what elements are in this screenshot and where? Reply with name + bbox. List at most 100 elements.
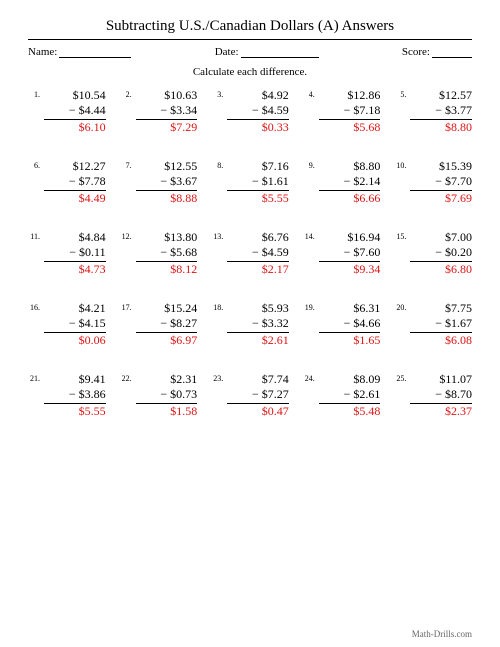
answer: $0.33	[227, 120, 289, 135]
answer: $2.61	[227, 333, 289, 348]
date-label: Date:	[215, 46, 239, 58]
problem-number: 19.	[303, 301, 315, 312]
minuend: $5.93	[227, 301, 289, 316]
answer: $4.49	[44, 191, 106, 206]
minuend: $4.84	[44, 230, 106, 245]
minuend: $12.55	[136, 159, 198, 174]
subtrahend: − $7.78	[44, 174, 106, 191]
problem-number: 8.	[211, 159, 223, 170]
answer: $5.55	[44, 404, 106, 419]
problem-number: 23.	[211, 372, 223, 383]
problem-stack: $6.76− $4.59$2.17	[227, 230, 289, 277]
problem: 20. $7.75− $1.67$6.08	[394, 301, 472, 348]
problem-stack: $15.39− $7.70$7.69	[410, 159, 472, 206]
problem-stack: $7.75− $1.67$6.08	[410, 301, 472, 348]
problem: 18. $5.93− $3.32$2.61	[211, 301, 289, 348]
problem: 13. $6.76− $4.59$2.17	[211, 230, 289, 277]
date-underline[interactable]	[241, 47, 319, 58]
title-rule	[28, 39, 472, 40]
problem-stack: $8.09− $2.61$5.48	[319, 372, 381, 419]
minuend: $9.41	[44, 372, 106, 387]
name-label: Name:	[28, 46, 57, 58]
minuend: $12.86	[319, 88, 381, 103]
answer: $5.55	[227, 191, 289, 206]
answer: $5.48	[319, 404, 381, 419]
problem-number: 5.	[394, 88, 406, 99]
date-field: Date:	[215, 46, 319, 58]
problem: 1.$10.54− $4.44$6.10	[28, 88, 106, 135]
answer: $6.66	[319, 191, 381, 206]
minuend: $7.00	[410, 230, 472, 245]
problem: 25.$11.07− $8.70$2.37	[394, 372, 472, 419]
subtrahend: − $4.44	[44, 103, 106, 120]
subtrahend: − $3.67	[136, 174, 198, 191]
subtrahend: − $2.61	[319, 387, 381, 404]
answer: $8.88	[136, 191, 198, 206]
problem: 7. $12.55− $3.67$8.88	[120, 159, 198, 206]
problem-number: 13.	[211, 230, 223, 241]
minuend: $10.54	[44, 88, 106, 103]
subtrahend: − $8.27	[136, 316, 198, 333]
problem-number: 12.	[120, 230, 132, 241]
subtrahend: − $8.70	[410, 387, 472, 404]
problem-stack: $12.57− $3.77$8.80	[410, 88, 472, 135]
problem: 17.$15.24− $8.27$6.97	[120, 301, 198, 348]
answer: $0.06	[44, 333, 106, 348]
answer: $7.69	[410, 191, 472, 206]
instruction: Calculate each difference.	[28, 66, 472, 78]
problem: 6.$12.27− $7.78$4.49	[28, 159, 106, 206]
subtrahend: − $3.32	[227, 316, 289, 333]
score-field: Score:	[402, 46, 472, 58]
problem-stack: $2.31− $0.73$1.58	[136, 372, 198, 419]
problem-stack: $9.41− $3.86$5.55	[44, 372, 106, 419]
meta-row: Name: Date: Score:	[28, 46, 472, 58]
answer: $9.34	[319, 262, 381, 277]
answer: $6.80	[410, 262, 472, 277]
problem-number: 20.	[394, 301, 406, 312]
score-underline[interactable]	[432, 47, 472, 58]
problem-number: 2.	[120, 88, 132, 99]
problem-stack: $4.21− $4.15$0.06	[44, 301, 106, 348]
problem-number: 11.	[28, 230, 40, 241]
problem-stack: $15.24− $8.27$6.97	[136, 301, 198, 348]
subtrahend: − $4.59	[227, 103, 289, 120]
answer: $6.97	[136, 333, 198, 348]
answer: $6.10	[44, 120, 106, 135]
subtrahend: − $5.68	[136, 245, 198, 262]
answer: $1.58	[136, 404, 198, 419]
problem-stack: $4.84− $0.11$4.73	[44, 230, 106, 277]
problem-number: 16.	[28, 301, 40, 312]
problem-stack: $10.63− $3.34$7.29	[136, 88, 198, 135]
problem-number: 3.	[211, 88, 223, 99]
worksheet-page: Subtracting U.S./Canadian Dollars (A) An…	[0, 0, 500, 647]
problem: 4.$12.86− $7.18$5.68	[303, 88, 381, 135]
problem: 11. $4.84− $0.11$4.73	[28, 230, 106, 277]
minuend: $13.80	[136, 230, 198, 245]
problem: 19. $6.31− $4.66$1.65	[303, 301, 381, 348]
problem: 15.$7.00− $0.20$6.80	[394, 230, 472, 277]
minuend: $8.80	[319, 159, 381, 174]
problem: 10.$15.39− $7.70$7.69	[394, 159, 472, 206]
answer: $6.08	[410, 333, 472, 348]
problem-stack: $12.27− $7.78$4.49	[44, 159, 106, 206]
problem-stack: $8.80− $2.14$6.66	[319, 159, 381, 206]
minuend: $10.63	[136, 88, 198, 103]
problem-number: 14.	[303, 230, 315, 241]
minuend: $4.92	[227, 88, 289, 103]
name-underline[interactable]	[59, 47, 131, 58]
minuend: $15.24	[136, 301, 198, 316]
minuend: $11.07	[410, 372, 472, 387]
subtrahend: − $7.27	[227, 387, 289, 404]
minuend: $6.31	[319, 301, 381, 316]
problem-number: 7.	[120, 159, 132, 170]
footer-credit: Math-Drills.com	[412, 629, 472, 639]
problem-stack: $6.31− $4.66$1.65	[319, 301, 381, 348]
problem-number: 25.	[394, 372, 406, 383]
problem: 21.$9.41− $3.86$5.55	[28, 372, 106, 419]
problem-number: 18.	[211, 301, 223, 312]
answer: $4.73	[44, 262, 106, 277]
subtrahend: − $7.60	[319, 245, 381, 262]
problem: 12.$13.80− $5.68$8.12	[120, 230, 198, 277]
subtrahend: − $3.34	[136, 103, 198, 120]
problem-number: 22.	[120, 372, 132, 383]
